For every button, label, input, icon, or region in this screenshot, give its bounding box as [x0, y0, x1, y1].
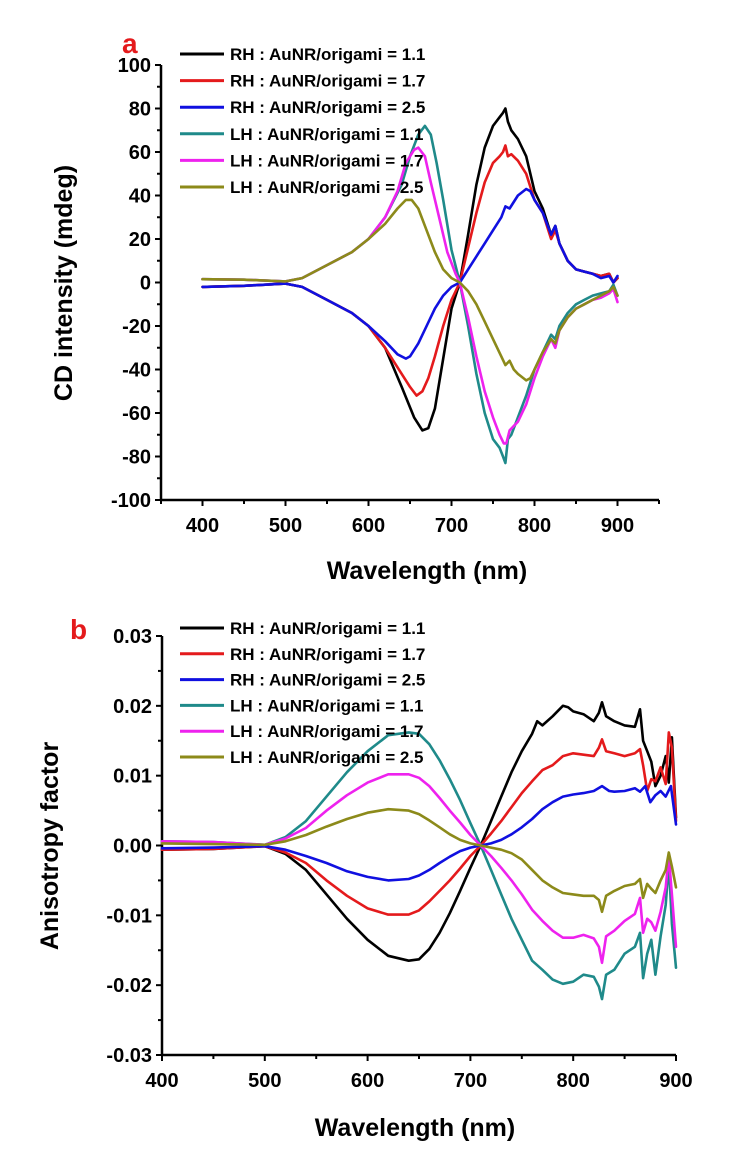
panel-a-legend-label: RH : AuNR/origami = 2.5 — [230, 98, 425, 117]
panel-b-x-tick-label: 800 — [557, 1070, 590, 1092]
panel-b-y-tick-label: -0.02 — [106, 975, 152, 997]
panel-b-legend-item: LH : AuNR/origami = 1.1 — [180, 696, 423, 715]
panel-a-series-line-3 — [201, 187, 619, 360]
panel-b-y-tick-label: 0.00 — [113, 836, 152, 858]
panel-b-series-line-1 — [160, 701, 678, 962]
panel-a-y-tick-label: 80 — [129, 99, 151, 121]
panel-b-y-tick-label: -0.01 — [106, 905, 152, 927]
panel-a-legend-item: LH : AuNR/origami = 1.7 — [180, 151, 423, 170]
panel-a-y-tick-label: -20 — [122, 316, 151, 338]
panel-a-legend-item: RH : AuNR/origami = 2.5 — [180, 98, 425, 117]
panel-a-series-line-4 — [201, 124, 619, 465]
panel-a-legend-item: LH : AuNR/origami = 1.1 — [180, 125, 423, 144]
panel-b-series-line-4 — [160, 731, 678, 1001]
panel-b-x-tick-label: 900 — [659, 1070, 692, 1092]
panel-b-anisotropy: b 400 500 600 700 800 900 -0.03 -0.02 -0.01 0.00 0… — [36, 614, 693, 1142]
panel-label-b: b — [70, 614, 87, 645]
panel-b-x-tick-label: 600 — [351, 1070, 384, 1092]
panel-b-legend-item: RH : AuNR/origami = 1.1 — [180, 619, 425, 638]
panel-b-y-tick-label: 0.01 — [113, 766, 152, 788]
panel-b-series-line-3 — [160, 784, 678, 882]
panel-a-series — [201, 107, 619, 465]
panel-a-cd-spectra: a 400 500 600 700 800 900-100-80-60-40-200204… — [50, 28, 660, 585]
panel-a-y-tick-label: 0 — [140, 273, 151, 295]
panel-b-legend-label: RH : AuNR/origami = 2.5 — [230, 671, 425, 690]
panel-a-legend-item: LH : AuNR/origami = 2.5 — [180, 178, 423, 197]
panel-a-x-tick-label: 500 — [269, 515, 302, 537]
panel-b-y-tick-label: -0.03 — [106, 1045, 152, 1067]
panel-label-a: a — [122, 28, 138, 59]
panel-a-y-tick-label: 60 — [129, 142, 151, 164]
panel-b-series — [160, 701, 678, 1001]
panel-b-x-tick-label: 500 — [248, 1070, 281, 1092]
panel-a-y-tick-label: 20 — [129, 229, 151, 251]
panel-a-y-tick-label: -80 — [122, 447, 151, 469]
panel-b-legend-item: RH : AuNR/origami = 2.5 — [180, 671, 425, 690]
panel-a-x-tick-label: 600 — [352, 515, 385, 537]
panel-a-x-tick-label: 900 — [601, 515, 634, 537]
panel-a-legend-label: LH : AuNR/origami = 2.5 — [230, 178, 423, 197]
panel-b-legend: RH : AuNR/origami = 1.1 RH : AuNR/origami… — [180, 619, 425, 767]
panel-a-x-tick-label: 800 — [518, 515, 551, 537]
panel-b-legend-label: LH : AuNR/origami = 1.1 — [230, 696, 423, 715]
panel-a-y-tick-label: -60 — [122, 403, 151, 425]
panel-b-y-tick-label: 0.03 — [113, 626, 152, 648]
panel-a-legend-label: LH : AuNR/origami = 1.7 — [230, 151, 423, 170]
panel-b-legend-item: LH : AuNR/origami = 2.5 — [180, 748, 423, 767]
panel-b-x-tick-label: 700 — [454, 1070, 487, 1092]
panel-b-y-axis-title: Anisotropy factor — [36, 742, 64, 951]
panel-b-series-line-5 — [160, 773, 678, 965]
panel-a-legend: RH : AuNR/origami = 1.1 RH : AuNR/origami… — [180, 45, 425, 197]
panel-b-legend-item: RH : AuNR/origami = 1.7 — [180, 645, 425, 664]
panel-a-x-axis-title: Wavelength (nm) — [327, 557, 527, 585]
panel-a-x-tick-label: 400 — [186, 515, 219, 537]
panel-a-y-tick-label: -100 — [111, 490, 151, 512]
panel-a-series-line-6 — [201, 198, 619, 382]
panel-b-x-tick-label: 400 — [145, 1070, 178, 1092]
panel-b-legend-label: RH : AuNR/origami = 1.7 — [230, 645, 425, 664]
panel-a-legend-label: RH : AuNR/origami = 1.1 — [230, 45, 425, 64]
panel-a-x-tick-label: 700 — [435, 515, 468, 537]
panel-a-legend-item: RH : AuNR/origami = 1.7 — [180, 72, 425, 91]
panel-a-y-axis-title: CD intensity (mdeg) — [50, 165, 78, 401]
panel-a-legend-item: RH : AuNR/origami = 1.1 — [180, 45, 425, 64]
panel-b-x-axis-title: Wavelength (nm) — [315, 1114, 515, 1142]
panel-b-legend-label: LH : AuNR/origami = 2.5 — [230, 748, 423, 767]
panel-a-y-tick-label: -40 — [122, 360, 151, 382]
panel-a-y-tick-label: 100 — [118, 55, 151, 77]
panel-a-legend-label: LH : AuNR/origami = 1.1 — [230, 125, 423, 144]
panel-a-legend-label: RH : AuNR/origami = 1.7 — [230, 72, 425, 91]
panel-b-axes: 400 500 600 700 800 900 -0.03 -0.02 -0.01 0.00 0.0… — [106, 626, 692, 1092]
panel-b-y-tick-label: 0.02 — [113, 696, 152, 718]
panel-a-axes: 400 500 600 700 800 900 -100 -80 -60 -40 -20 0 20 40 6… — [111, 55, 660, 537]
panel-b-legend-label: RH : AuNR/origami = 1.1 — [230, 619, 425, 638]
panel-b-legend-label: LH : AuNR/origami = 1.7 — [230, 722, 423, 741]
panel-b-legend-item: LH : AuNR/origami = 1.7 — [180, 722, 423, 741]
panel-a-y-tick-label: 40 — [129, 186, 151, 208]
panel-b-series-line-6 — [160, 807, 678, 914]
